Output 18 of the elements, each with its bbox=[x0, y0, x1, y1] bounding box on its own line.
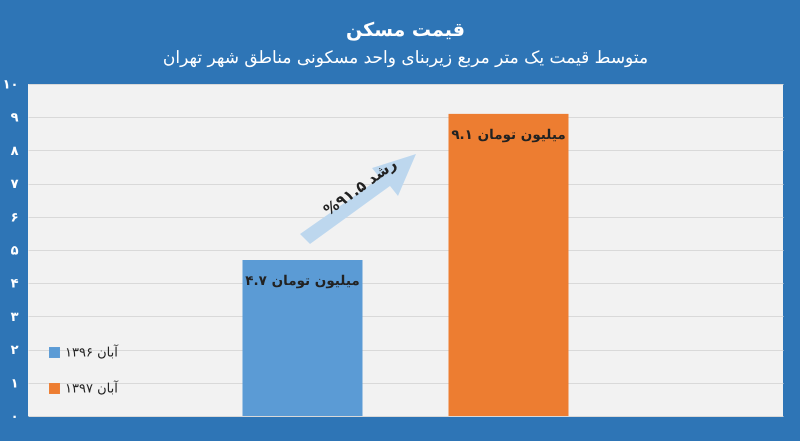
y-tick-label: ۳ bbox=[10, 310, 19, 325]
data-label: ۹.۱ میلیون تومان bbox=[451, 126, 566, 143]
y-tick-label: ۱۰ bbox=[2, 78, 18, 92]
y-tick-label: ۱ bbox=[10, 376, 18, 392]
y-tick-label: ۰ bbox=[10, 410, 18, 424]
y-tick-label: ۲ bbox=[10, 343, 19, 358]
y-tick-label: ۹ bbox=[10, 110, 19, 126]
legend-label: آبان ۱۳۹۶ bbox=[65, 344, 120, 360]
annotation: رشد ۹۱.۵% bbox=[319, 154, 401, 222]
y-tick-label: ۵ bbox=[10, 244, 19, 258]
y-tick-label: ۶ bbox=[10, 210, 18, 226]
chart-title: قیمت مسکن bbox=[346, 19, 465, 41]
data-label: ۴.۷ میلیون تومان bbox=[245, 272, 360, 289]
y-tick-label: ۸ bbox=[10, 144, 19, 159]
y-tick-label: ۴ bbox=[10, 276, 19, 292]
legend-label: آبان ۱۳۹۷ bbox=[65, 380, 120, 396]
chart-subtitle: متوسط قیمت یک متر مربع زیربنای واحد مسکونی مناطق شهر تهران bbox=[162, 48, 648, 68]
y-tick-label: ۷ bbox=[10, 177, 19, 192]
